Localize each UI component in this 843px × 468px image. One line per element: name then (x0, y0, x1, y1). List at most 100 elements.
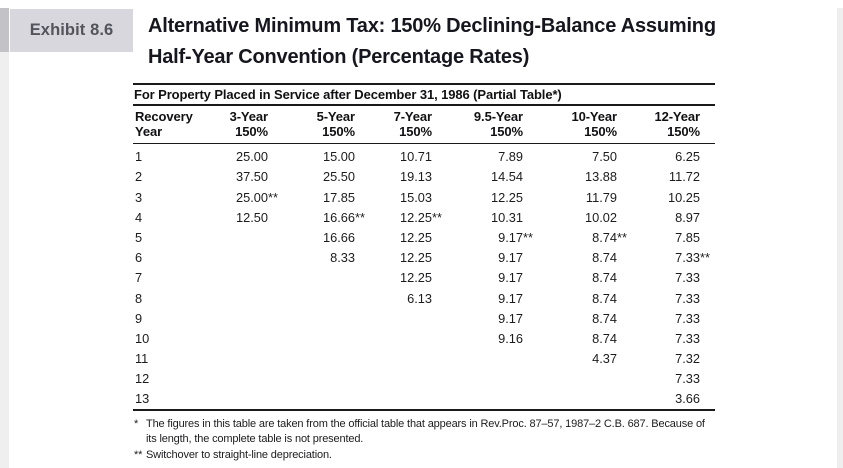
value-cell: 6.25 (675, 149, 700, 165)
value-cell: 12.50 (235, 209, 268, 225)
value-cell: 19.13 (399, 169, 432, 185)
value-cell (298, 348, 385, 368)
value-cell: 37.50 (235, 169, 268, 185)
footnote-1-marker: * (134, 417, 139, 430)
value-cell (385, 389, 462, 409)
year-cell: 11 (135, 351, 149, 367)
value-cell: 15.03 (399, 189, 432, 205)
value-cell: 12.25 (399, 270, 432, 286)
value-cell: 9.17 (498, 310, 523, 326)
value-cell (298, 268, 385, 288)
value-cell (462, 348, 553, 368)
column-header: 7-Year 150% (385, 105, 462, 144)
value-cell (228, 248, 298, 268)
year-cell: 1 (135, 149, 143, 165)
year-cell: 13 (135, 391, 150, 407)
year-cell: 12 (135, 371, 150, 387)
page-title-line2: Half-Year Convention (Percentage Rates) (148, 45, 530, 68)
value-cell: 7.33 (675, 290, 700, 306)
value-cell: 16.66 (322, 229, 355, 245)
column-header: 5-Year 150% (298, 105, 385, 144)
column-header: 12-Year 150% (647, 105, 715, 144)
value-cell (298, 308, 385, 328)
value-cell: 15.00 (322, 149, 355, 165)
column-header: Recovery Year (133, 105, 228, 144)
table-row: 8 6.13 9.17 8.74 7.33 (133, 288, 715, 308)
year-cell: 8 (135, 290, 143, 306)
value-cell: 25.00** (235, 189, 278, 205)
value-cell: 10.31 (490, 209, 523, 225)
table-row: 6 8.33 12.25 9.17 8.74 7.33** (133, 248, 715, 268)
value-cell (553, 369, 647, 389)
value-cell: 9.17 (498, 290, 523, 306)
value-cell: 7.33 (675, 330, 700, 346)
value-cell (385, 308, 462, 328)
table-subtitle: For Property Placed in Service after Dec… (134, 86, 562, 102)
value-cell: 8.74 (592, 330, 617, 346)
table-row: 5 16.66 12.25 9.17** 8.74** 7.85 (133, 227, 715, 247)
value-cell: 8.33 (330, 250, 355, 266)
footnote-2-text: Switchover to straight-line depreciation… (146, 448, 332, 461)
year-cell: 6 (135, 250, 143, 266)
value-cell: 17.85 (322, 189, 355, 205)
value-cell (228, 369, 298, 389)
table-row: 7 12.25 9.17 8.74 7.33 (133, 268, 715, 288)
table-row: 13 3.66 (133, 389, 715, 409)
value-cell: 10.02 (584, 209, 617, 225)
value-cell: 7.89 (498, 149, 523, 165)
table-row: 3 25.00** 17.85 15.03 12.25 11.79 10.25 (133, 187, 715, 207)
value-cell (228, 227, 298, 247)
value-cell: 8.74 (592, 290, 617, 306)
value-cell: 4.37 (592, 351, 617, 367)
value-cell (228, 268, 298, 288)
value-cell: 12.25 (399, 250, 432, 266)
year-cell: 5 (135, 229, 143, 245)
value-cell: 12.25** (399, 209, 442, 225)
value-cell: 8.74 (592, 250, 617, 266)
value-cell: 9.17** (498, 229, 533, 245)
value-cell (385, 369, 462, 389)
value-cell (462, 389, 553, 409)
value-cell (298, 389, 385, 409)
value-cell: 12.25 (399, 229, 432, 245)
value-cell (385, 328, 462, 348)
value-cell (385, 348, 462, 368)
table-row: 11 4.37 7.32 (133, 348, 715, 368)
value-cell: 14.54 (490, 169, 523, 185)
exhibit-label-box: Exhibit 8.6 (10, 9, 133, 52)
year-cell: 4 (135, 209, 143, 225)
year-cell: 2 (135, 169, 143, 185)
page-edge-left-dark (0, 8, 9, 52)
value-cell: 25.50 (322, 169, 355, 185)
footnote-2: ** Switchover to straight-line depreciati… (133, 448, 715, 464)
value-cell: 16.66** (322, 209, 365, 225)
page-title: Alternative Minimum Tax: 150% Declining-… (148, 11, 838, 72)
value-cell: 13.88 (584, 169, 617, 185)
table-body: 1 25.00 15.00 10.71 7.89 7.50 6.25 2 37.50 25.50 1… (133, 143, 715, 409)
value-cell (228, 288, 298, 308)
year-cell: 3 (135, 189, 143, 205)
value-cell: 7.32 (675, 351, 700, 367)
value-cell: 12.25 (490, 189, 523, 205)
footnote-2-marker: ** (134, 448, 143, 461)
table-row: 4 12.50 16.66** 12.25** 10.31 10.02 8.97 (133, 207, 715, 227)
table-row: 9 9.17 8.74 7.33 (133, 308, 715, 328)
value-cell (298, 369, 385, 389)
value-cell: 10.25 (667, 189, 700, 205)
value-cell: 6.13 (407, 290, 432, 306)
value-cell: 8.74** (592, 229, 627, 245)
value-cell: 3.66 (675, 391, 700, 407)
value-cell: 9.17 (498, 250, 523, 266)
value-cell (298, 288, 385, 308)
page-edge-right (837, 8, 843, 468)
value-cell (462, 369, 553, 389)
value-cell (553, 389, 647, 409)
value-cell: 7.85 (675, 229, 700, 245)
value-cell: 7.33** (675, 250, 710, 266)
value-cell: 11.79 (585, 189, 617, 205)
rule-top (133, 83, 715, 85)
footnotes: * The figures in this table are taken fro… (133, 417, 715, 464)
table-header-row: Recovery Year 3-Year 150% 5-Year 150% 7-Year 15… (133, 105, 715, 144)
page-title-line1: Alternative Minimum Tax: 150% Declining-… (148, 15, 716, 37)
table-row: 12 7.33 (133, 369, 715, 389)
